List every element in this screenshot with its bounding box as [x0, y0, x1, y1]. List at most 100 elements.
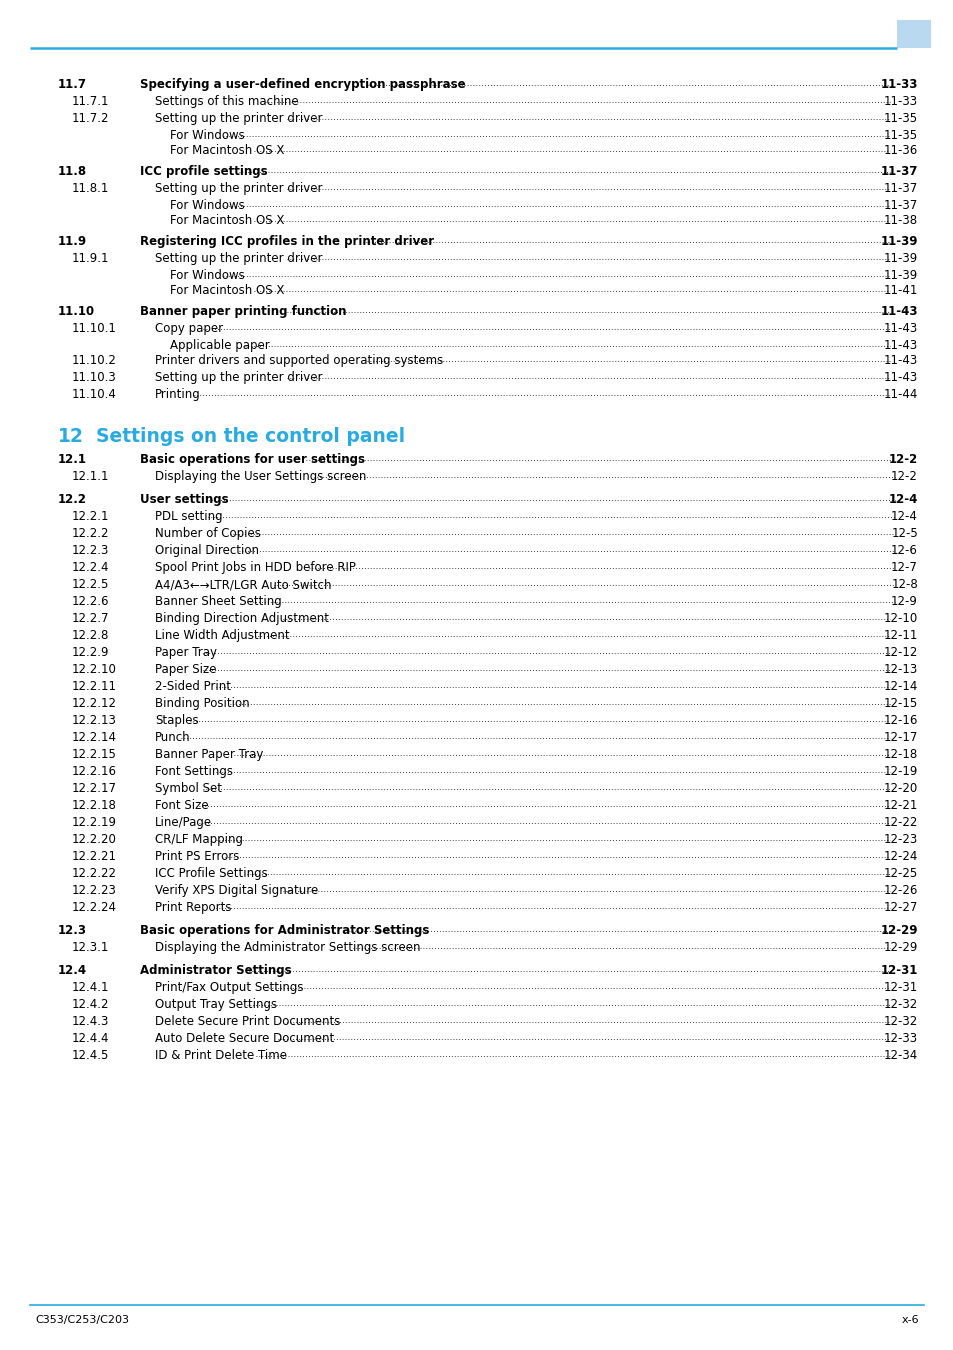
Text: 12.2.17: 12.2.17	[71, 782, 117, 795]
Text: 11-44: 11-44	[882, 387, 917, 401]
Text: Registering ICC profiles in the printer driver: Registering ICC profiles in the printer …	[140, 235, 434, 248]
Text: 12-31: 12-31	[880, 964, 917, 977]
Text: 12.2.9: 12.2.9	[71, 647, 110, 659]
Text: 12.4.3: 12.4.3	[71, 1015, 110, 1027]
Text: 12-13: 12-13	[882, 663, 917, 676]
Text: Settings of this machine: Settings of this machine	[154, 95, 298, 108]
Text: Delete Secure Print Documents: Delete Secure Print Documents	[154, 1015, 340, 1027]
Text: 11-35: 11-35	[882, 130, 917, 142]
Text: For Windows: For Windows	[170, 198, 245, 212]
Text: 12.4: 12.4	[58, 964, 87, 977]
Text: 12-8: 12-8	[890, 578, 917, 591]
Text: 12.2.19: 12.2.19	[71, 815, 117, 829]
Text: 12.2.11: 12.2.11	[71, 680, 117, 693]
Text: 11-43: 11-43	[882, 339, 917, 352]
Text: 11-37: 11-37	[882, 198, 917, 212]
Text: 12.2.6: 12.2.6	[71, 595, 110, 608]
Text: 11-39: 11-39	[882, 252, 917, 265]
Text: 12-15: 12-15	[882, 697, 917, 710]
Text: Basic operations for Administrator Settings: Basic operations for Administrator Setti…	[140, 923, 429, 937]
Text: 11-36: 11-36	[882, 144, 917, 157]
Text: 12.2.10: 12.2.10	[71, 663, 117, 676]
Text: 12.2.21: 12.2.21	[71, 850, 117, 863]
Text: Punch: Punch	[154, 730, 191, 744]
Text: 12.2.15: 12.2.15	[71, 748, 117, 761]
Text: 12-16: 12-16	[882, 714, 917, 728]
Text: 12.4.1: 12.4.1	[71, 981, 110, 994]
Text: Basic operations for user settings: Basic operations for user settings	[140, 454, 365, 466]
Text: 12-21: 12-21	[882, 799, 917, 811]
Text: 12-34: 12-34	[882, 1049, 917, 1062]
Text: Specifying a user-defined encryption passphrase: Specifying a user-defined encryption pas…	[140, 78, 465, 90]
Text: 11.10.2: 11.10.2	[71, 354, 117, 367]
Text: Number of Copies: Number of Copies	[154, 526, 260, 540]
Bar	[896, 20, 930, 49]
Text: 12-23: 12-23	[882, 833, 917, 846]
Text: 11.10.1: 11.10.1	[71, 323, 117, 335]
Text: Setting up the printer driver: Setting up the printer driver	[154, 252, 322, 265]
Text: Copy paper: Copy paper	[154, 323, 223, 335]
Text: Original Direction: Original Direction	[154, 544, 258, 558]
Text: Banner Paper Tray: Banner Paper Tray	[154, 748, 263, 761]
Text: Print/Fax Output Settings: Print/Fax Output Settings	[154, 981, 303, 994]
Text: Binding Direction Adjustment: Binding Direction Adjustment	[154, 612, 329, 625]
Text: 12-19: 12-19	[882, 765, 917, 778]
Text: Line/Page: Line/Page	[154, 815, 212, 829]
Text: 12.2.18: 12.2.18	[71, 799, 117, 811]
Text: Settings on the control panel: Settings on the control panel	[96, 427, 405, 446]
Text: 12-11: 12-11	[882, 629, 917, 643]
Text: 12.2.8: 12.2.8	[71, 629, 110, 643]
Text: Administrator Settings: Administrator Settings	[140, 964, 292, 977]
Text: Setting up the printer driver: Setting up the printer driver	[154, 182, 322, 194]
Text: 12.1.1: 12.1.1	[71, 470, 110, 483]
Text: ICC Profile Settings: ICC Profile Settings	[154, 867, 268, 880]
Text: 12-33: 12-33	[882, 1031, 917, 1045]
Text: 11.9.1: 11.9.1	[71, 252, 110, 265]
Text: Print Reports: Print Reports	[154, 900, 232, 914]
Text: 12-10: 12-10	[882, 612, 917, 625]
Text: 12-14: 12-14	[882, 680, 917, 693]
Text: 12-29: 12-29	[882, 941, 917, 954]
Text: For Windows: For Windows	[170, 130, 245, 142]
Text: 12.2.23: 12.2.23	[71, 884, 117, 896]
Text: 11-39: 11-39	[882, 269, 917, 282]
Text: 11-39: 11-39	[880, 235, 917, 248]
Text: For Macintosh OS X: For Macintosh OS X	[170, 215, 284, 227]
Text: 11.9: 11.9	[58, 235, 87, 248]
Text: For Macintosh OS X: For Macintosh OS X	[170, 284, 284, 297]
Text: Printing: Printing	[154, 387, 200, 401]
Text: 11.7: 11.7	[58, 78, 87, 90]
Text: 12.2.5: 12.2.5	[71, 578, 110, 591]
Text: 12-2: 12-2	[890, 470, 917, 483]
Text: 12-31: 12-31	[882, 981, 917, 994]
Text: 12-18: 12-18	[882, 748, 917, 761]
Text: PDL setting: PDL setting	[154, 510, 222, 522]
Text: Spool Print Jobs in HDD before RIP: Spool Print Jobs in HDD before RIP	[154, 562, 355, 574]
Text: 11-33: 11-33	[882, 95, 917, 108]
Text: Font Size: Font Size	[154, 799, 209, 811]
Text: Output Tray Settings: Output Tray Settings	[154, 998, 276, 1011]
Text: Applicable paper: Applicable paper	[170, 339, 270, 352]
Text: For Macintosh OS X: For Macintosh OS X	[170, 144, 284, 157]
Text: 12-17: 12-17	[882, 730, 917, 744]
Text: 12.3.1: 12.3.1	[71, 941, 110, 954]
Text: 12.2.14: 12.2.14	[71, 730, 117, 744]
Text: 11.7.1: 11.7.1	[71, 95, 110, 108]
Text: ICC profile settings: ICC profile settings	[140, 165, 268, 178]
Text: 11-43: 11-43	[880, 305, 917, 319]
Text: 12.2: 12.2	[58, 493, 87, 506]
Text: Symbol Set: Symbol Set	[154, 782, 222, 795]
Text: 11.10: 11.10	[58, 305, 95, 319]
Text: 11.10.4: 11.10.4	[71, 387, 117, 401]
Text: Staples: Staples	[154, 714, 198, 728]
Text: 12.2.24: 12.2.24	[71, 900, 117, 914]
Text: Banner paper printing function: Banner paper printing function	[140, 305, 346, 319]
Text: Setting up the printer driver: Setting up the printer driver	[154, 112, 322, 126]
Text: 11-43: 11-43	[882, 371, 917, 383]
Text: Verify XPS Digital Signature: Verify XPS Digital Signature	[154, 884, 318, 896]
Text: 11.8.1: 11.8.1	[71, 182, 110, 194]
Text: 12.2.22: 12.2.22	[71, 867, 117, 880]
Text: 12.2.4: 12.2.4	[71, 562, 110, 574]
Text: 11-37: 11-37	[882, 182, 917, 194]
Text: For Windows: For Windows	[170, 269, 245, 282]
